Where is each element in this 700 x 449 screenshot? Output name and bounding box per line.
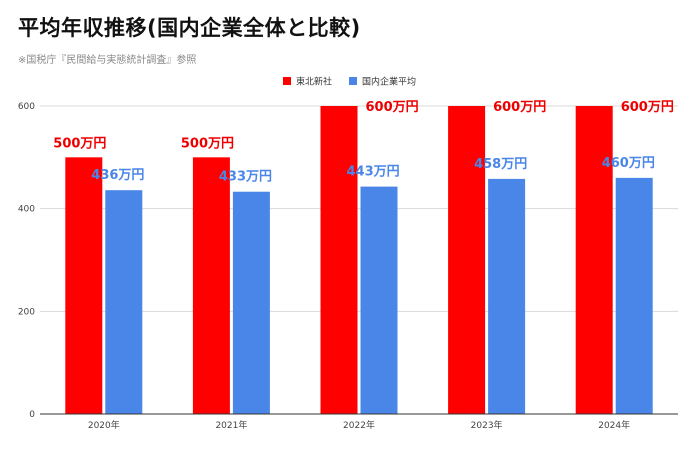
axes: 0 200 400 600 2020年 2021年 2022年 2023年 2024年 — [18, 102, 678, 431]
bar-series-1 — [575, 106, 613, 414]
data-labels: 500万円 436万円 500万円 433万円 600万円 443万円 600万円 458万円… — [53, 100, 674, 185]
x-tick-label: 2023年 — [471, 419, 503, 431]
x-tick-label: 2020年 — [88, 419, 120, 431]
bar-series-2 — [488, 178, 526, 414]
bar-series-1 — [448, 106, 486, 414]
data-label-series-2: 458万円 — [474, 157, 527, 172]
chart-title: 平均年収推移(国内企業全体と比較) — [18, 16, 361, 40]
legend-swatch-series-2 — [349, 77, 357, 85]
bar-series-1 — [65, 157, 103, 415]
data-label-series-1: 500万円 — [181, 136, 234, 151]
data-label-series-1: 600万円 — [493, 100, 546, 115]
data-label-series-1: 500万円 — [53, 136, 106, 151]
y-tick-label: 200 — [18, 307, 35, 317]
x-tick-label: 2021年 — [215, 419, 247, 431]
x-tick-label: 2024年 — [598, 419, 630, 431]
bar-series-2 — [232, 191, 270, 414]
bar-series-1 — [192, 157, 230, 415]
bar-series-2 — [360, 186, 398, 414]
legend: 東北新社 国内企業平均 — [283, 76, 416, 88]
data-label-series-1: 600万円 — [366, 100, 419, 115]
legend-label-series-1: 東北新社 — [296, 76, 332, 88]
data-label-series-2: 436万円 — [91, 168, 144, 183]
legend-label-series-2: 国内企業平均 — [362, 76, 416, 88]
y-tick-label: 400 — [18, 205, 35, 215]
legend-swatch-series-1 — [283, 77, 291, 85]
bar-series-2 — [615, 177, 653, 414]
data-label-series-2: 433万円 — [219, 170, 272, 185]
data-label-series-2: 443万円 — [347, 165, 400, 180]
x-tick-label: 2022年 — [343, 419, 375, 431]
y-tick-label: 0 — [29, 410, 35, 420]
chart-subtitle: ※国税庁『民間給与実態統計調査』参照 — [18, 55, 197, 66]
data-label-series-2: 460万円 — [602, 156, 655, 171]
data-label-series-1: 600万円 — [621, 100, 674, 115]
bars — [65, 106, 653, 415]
bar-series-2 — [105, 190, 143, 414]
bar-series-1 — [320, 106, 358, 414]
gridlines — [40, 105, 678, 312]
y-tick-label: 600 — [18, 102, 35, 112]
